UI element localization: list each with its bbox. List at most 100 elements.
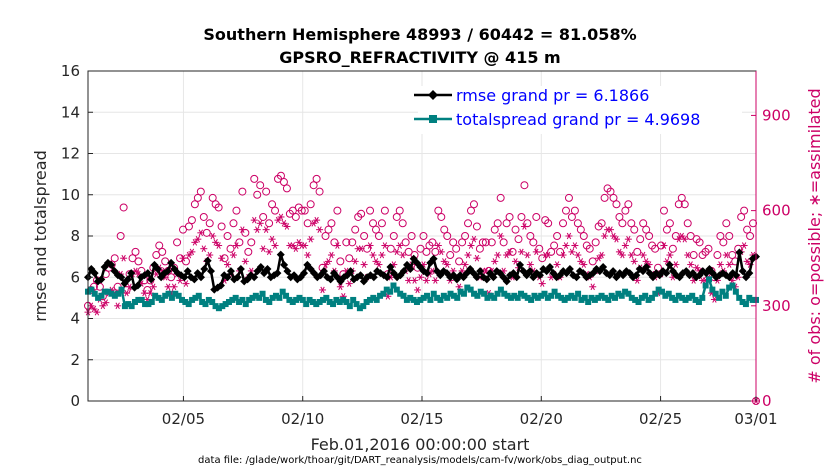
rmse-point [735,248,744,257]
obs-assimilated-point [224,261,232,268]
totalspread-point [283,292,290,299]
rmse-point [502,277,511,286]
rmse-point [163,267,172,276]
totalspread-point [336,299,343,305]
obs-assimilated-point [681,235,689,243]
obs-assimilated-point [618,251,626,259]
obs-possible-point [440,225,449,234]
chart-title: Southern Hemisphere 48993 / 60442 = 81.0… [203,25,636,44]
obs-possible-point [615,212,624,221]
totalspread-point [437,296,444,303]
obs-assimilated-point [271,242,279,249]
obs-possible-point [205,219,214,228]
y-tick-label-right: 300 [762,297,791,315]
obs-assimilated-point [607,226,615,233]
totalspread-point [652,290,659,297]
obs-possible-point [187,216,196,225]
obs-assimilated-point [218,254,226,262]
totalspread-point [313,301,320,308]
totalspread-point [531,292,538,299]
obs-assimilated-point [544,251,552,259]
legend-spread-label: totalspread grand pr = 4.9698 [456,110,700,129]
obs-possible-point [591,238,600,247]
obs-possible-point [487,238,496,247]
obs-possible-point [544,219,553,228]
obs-possible-point [600,193,609,202]
y-tick-label-left: 4 [70,310,80,328]
y-tick-label-left: 12 [61,145,80,163]
totalspread-point [447,290,454,297]
totalspread-point [618,292,625,299]
obs-possible-point [472,222,481,231]
totalspread-point [360,303,367,310]
totalspread-point [356,305,363,312]
obs-assimilated-point [381,242,389,249]
obs-possible-point [128,254,137,263]
y-tick-label-left: 2 [70,351,80,369]
obs-possible-point [152,251,161,260]
totalspread-point [246,296,253,303]
totalspread-point [98,292,105,299]
y-tick-label-left: 16 [61,62,80,80]
rmse-point [745,269,754,278]
obs-possible-point [155,241,164,250]
rmse-point [399,267,408,276]
obs-assimilated-point [378,251,386,259]
rmse-point [482,275,491,284]
obs-assimilated-point [197,229,205,237]
obs-assimilated-point [684,251,692,259]
totalspread-point [148,299,155,305]
totalspread-point [121,303,128,310]
totalspread-point [370,294,377,301]
obs-possible-point [665,219,674,228]
totalspread-point [212,303,219,310]
totalspread-point [605,296,612,303]
obs-assimilated-point [639,251,647,259]
obs-possible-point [567,212,576,221]
obs-possible-point [407,232,416,240]
totalspread-point [256,294,263,301]
totalspread-point [430,290,437,297]
totalspread-point [477,288,484,295]
obs-assimilated-point [229,251,237,259]
obs-possible-point [517,212,526,221]
obs-possible-point [704,244,713,253]
totalspread-point [172,290,179,297]
totalspread-point [383,286,390,293]
obs-assimilated-point [517,248,525,256]
obs-assimilated-point [520,223,528,230]
obs-assimilated-point [523,251,531,259]
rmse-point [422,269,431,278]
rmse-point [406,265,415,273]
totalspread-point [467,286,474,293]
obs-possible-point [300,206,309,215]
totalspread-point [709,286,716,293]
obs-assimilated-point [538,280,546,287]
totalspread-point [178,296,185,303]
totalspread-point [95,294,102,301]
totalspread-point [568,292,575,299]
obs-possible-point [606,187,615,196]
totalspread-point [534,294,541,301]
obs-assimilated-point [666,251,674,259]
totalspread-point [434,294,441,301]
totalspread-point [343,299,350,305]
totalspread-point [736,294,743,301]
obs-assimilated-point [295,239,303,246]
totalspread-point [195,292,202,299]
rmse-point [223,273,232,282]
y-tick-label-left: 10 [61,186,80,204]
totalspread-point [158,296,165,303]
obs-possible-point [627,219,636,228]
y-tick-label-left: 0 [70,392,80,410]
rmse-point [117,273,126,282]
rmse-point [276,250,285,259]
obs-assimilated-point [437,248,445,256]
obs-assimilated-point [624,235,632,243]
obs-possible-point [553,232,562,240]
totalspread-point [702,282,709,289]
totalspread-point [588,294,595,301]
obs-assimilated-point [627,251,635,259]
totalspread-point [269,294,276,301]
totalspread-point [272,292,279,299]
